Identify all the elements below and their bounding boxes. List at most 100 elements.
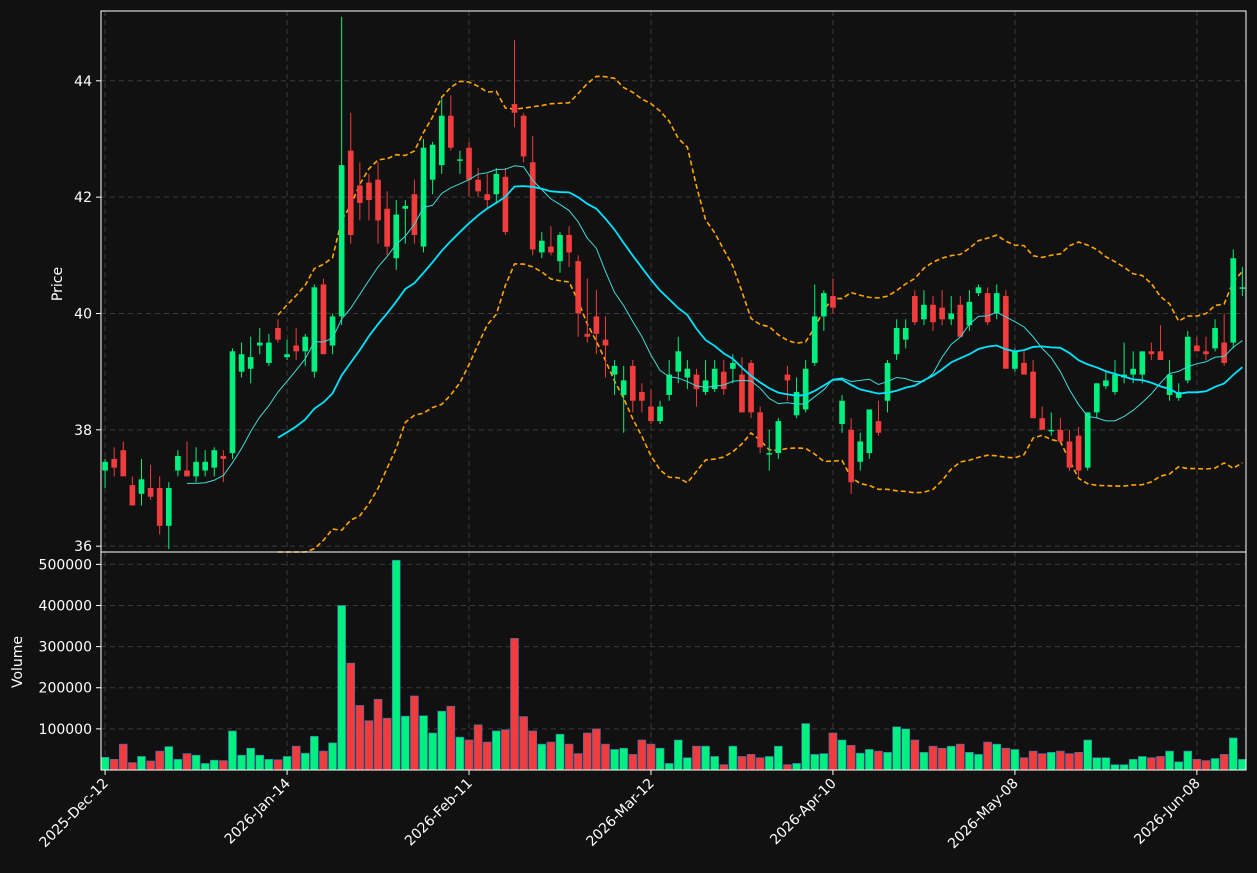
candle-body: [993, 293, 1000, 314]
volume-bar: [965, 752, 974, 771]
candle-body: [930, 304, 936, 323]
candle-body: [657, 406, 663, 422]
moving-averages: [186, 165, 1243, 484]
volume-bar: [255, 754, 265, 771]
candle-body: [429, 144, 436, 180]
volume-bar: [492, 730, 501, 771]
volume-bar: [837, 739, 847, 771]
candle-body: [475, 179, 481, 192]
candle-body: [912, 296, 918, 323]
candle-body: [156, 488, 163, 526]
volume-bar: [1128, 759, 1138, 771]
candle-body: [438, 115, 445, 166]
candle-body: [739, 374, 745, 413]
candle-body: [648, 406, 654, 422]
candle-body: [830, 296, 836, 308]
candle-body: [902, 328, 909, 340]
volume-bar: [1110, 764, 1120, 771]
candle-body: [957, 304, 964, 337]
candle-body: [120, 450, 127, 477]
volume-bars: [100, 559, 1247, 771]
volume-bar: [746, 754, 756, 771]
candle-body: [502, 176, 509, 233]
candle-body: [1157, 351, 1164, 361]
volume-bar: [473, 724, 483, 771]
volume-bar: [655, 747, 665, 771]
volume-bar: [382, 717, 392, 771]
volume-bar: [364, 720, 374, 771]
candle-body: [730, 362, 736, 369]
price-tick-label: 42: [74, 190, 92, 206]
volume-bar: [328, 742, 337, 771]
volume-bar: [191, 754, 201, 771]
candle-body: [311, 287, 318, 372]
candle-body: [193, 461, 199, 477]
candle-body: [138, 479, 145, 494]
volume-bar: [692, 745, 701, 771]
volume-axis-label: Volume: [10, 636, 26, 688]
volume-bar: [737, 756, 747, 771]
volume-bar: [128, 762, 137, 771]
volume-bar: [792, 763, 801, 771]
volume-bar: [137, 756, 146, 771]
candle-body: [229, 351, 236, 454]
candle-body: [493, 173, 500, 195]
volume-bar: [801, 723, 810, 771]
candle-body: [875, 421, 882, 433]
candle-body: [639, 392, 645, 401]
candle-body: [175, 456, 181, 471]
candle-body: [111, 458, 118, 468]
candle-body: [457, 159, 463, 161]
volume-bar: [1192, 759, 1202, 771]
volume-bar: [774, 745, 783, 771]
volume-bar: [1010, 749, 1020, 771]
volume-bar: [291, 745, 301, 771]
volume-bar: [200, 763, 210, 771]
candle-body: [548, 246, 554, 253]
candle-body: [1048, 429, 1055, 432]
volume-bar: [719, 764, 729, 771]
volume-bar: [1219, 754, 1229, 771]
volume-bar: [410, 695, 419, 771]
candle-body: [1194, 345, 1200, 352]
volume-bar: [1165, 750, 1174, 771]
price-tick-label: 36: [74, 539, 92, 555]
volume-bar: [300, 752, 310, 771]
volume-bar: [501, 729, 510, 771]
volume-bar: [819, 753, 829, 771]
candle-body: [1230, 258, 1237, 343]
candle-body: [393, 214, 400, 259]
candle-body: [1075, 435, 1082, 471]
candle-body: [302, 336, 309, 352]
volume-bar: [846, 745, 856, 771]
candle-body: [384, 208, 390, 247]
candle-body: [238, 354, 245, 372]
volume-bar: [310, 735, 319, 771]
volume-bar: [446, 705, 456, 771]
volume-bar: [956, 743, 965, 771]
volume-bar: [337, 605, 346, 771]
candle-body: [184, 470, 190, 477]
volume-bar: [628, 754, 638, 771]
volume-bar: [1083, 739, 1092, 771]
candle-body: [557, 234, 563, 262]
candle-body: [511, 104, 518, 113]
candle-body: [275, 328, 281, 340]
candle-body: [1084, 412, 1091, 468]
volume-tick-label: 200000: [39, 681, 92, 697]
candle-body: [357, 185, 363, 203]
candle-body: [1012, 351, 1018, 369]
volume-bar: [673, 739, 683, 771]
candle-body: [802, 368, 809, 410]
candle-body: [575, 261, 582, 314]
candle-body: [1002, 296, 1009, 369]
volume-bar: [118, 743, 128, 771]
volume-y-ticks: 100000 200000 300000 400000 500000: [39, 557, 101, 738]
candle-body: [420, 147, 427, 247]
volume-bar: [564, 743, 574, 771]
candle-body: [338, 165, 345, 317]
price-tick-label: 38: [74, 423, 92, 439]
volume-bar: [828, 732, 838, 771]
candle-body: [147, 488, 154, 497]
candle-body: [757, 412, 763, 448]
